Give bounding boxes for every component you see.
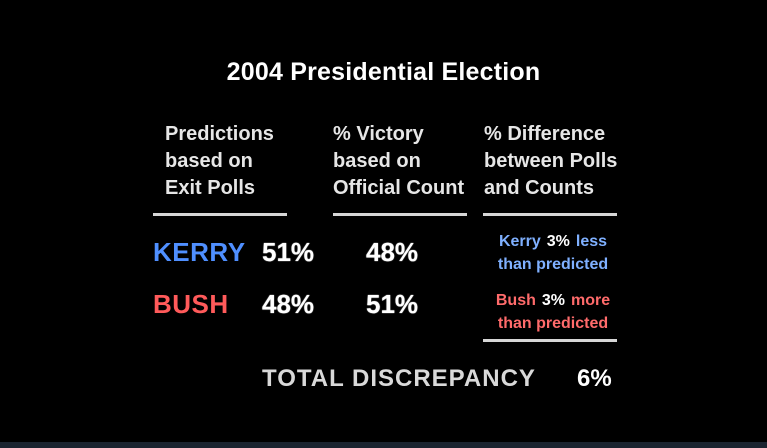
header-difference: % Difference between Polls and Counts	[484, 121, 617, 202]
diff-line-2: than predicted	[497, 256, 609, 273]
bottom-bar	[0, 442, 767, 448]
candidate-bush: BUSH	[153, 289, 229, 319]
header-line: % Difference	[484, 123, 606, 145]
bush-official: 51%	[366, 289, 419, 319]
diff-name: Kerry	[498, 233, 541, 250]
diff-name: Bush	[495, 292, 536, 309]
header-victory: % Victory based on Official Count	[333, 121, 464, 202]
header-line: Official Count	[333, 177, 465, 199]
header-line: and Counts	[484, 177, 594, 199]
kerry-predicted: 51%	[262, 237, 315, 267]
header-line: % Victory	[333, 123, 424, 145]
header-rule	[483, 213, 617, 216]
header-rule	[153, 213, 287, 216]
candidate-kerry: KERRY	[153, 237, 246, 267]
header-line: based on	[165, 150, 253, 172]
header-line: Exit Polls	[165, 177, 256, 199]
header-line: between Polls	[484, 150, 618, 172]
diff-value: 3%	[541, 292, 565, 309]
total-value: 6%	[577, 365, 612, 392]
header-line: Predictions	[165, 123, 274, 145]
diff-line-2: than predicted	[497, 315, 609, 332]
bush-difference: Bush 3% more than predicted	[478, 289, 628, 335]
diff-line: Kerry 3% less	[478, 230, 628, 253]
kerry-difference: Kerry 3% less than predicted	[478, 230, 628, 276]
kerry-official: 48%	[366, 237, 419, 267]
bush-predicted: 48%	[262, 289, 315, 319]
diff-line: Bush 3% more	[478, 289, 628, 312]
header-line: based on	[333, 150, 421, 172]
page-title: 2004 Presidential Election	[226, 58, 541, 86]
diff-value: 3%	[546, 233, 570, 250]
total-label: TOTAL DISCREPANCY	[262, 365, 536, 392]
diff-word: less	[575, 233, 608, 250]
diff-word: more	[571, 292, 611, 309]
header-rule	[333, 213, 467, 216]
difference-rule	[483, 339, 617, 342]
header-predictions: Predictions based on Exit Polls	[165, 121, 274, 202]
